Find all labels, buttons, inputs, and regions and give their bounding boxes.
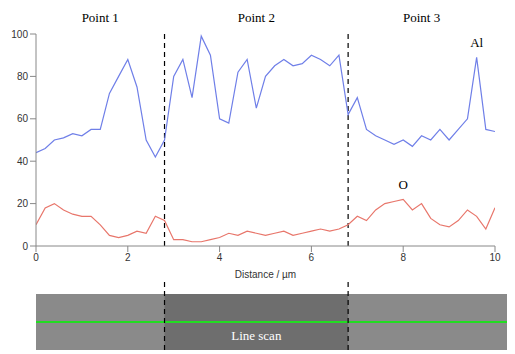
svg-text:100: 100	[11, 29, 28, 40]
svg-text:Al: Al	[470, 35, 483, 50]
svg-text:Point 2: Point 2	[238, 10, 275, 25]
svg-text:Point 3: Point 3	[403, 10, 440, 25]
svg-text:O: O	[399, 177, 408, 192]
svg-text:8: 8	[400, 252, 406, 263]
svg-text:Line scan: Line scan	[231, 328, 282, 343]
svg-text:10: 10	[489, 252, 501, 263]
svg-text:60: 60	[17, 113, 29, 124]
svg-text:0: 0	[33, 252, 39, 263]
svg-text:2: 2	[125, 252, 131, 263]
svg-text:Distance / µm: Distance / µm	[235, 269, 296, 280]
svg-text:20: 20	[17, 198, 29, 209]
svg-text:6: 6	[309, 252, 315, 263]
svg-text:80: 80	[17, 71, 29, 82]
svg-text:Point 1: Point 1	[82, 10, 119, 25]
svg-text:40: 40	[17, 156, 29, 167]
svg-text:4: 4	[217, 252, 223, 263]
svg-text:0: 0	[22, 241, 28, 252]
